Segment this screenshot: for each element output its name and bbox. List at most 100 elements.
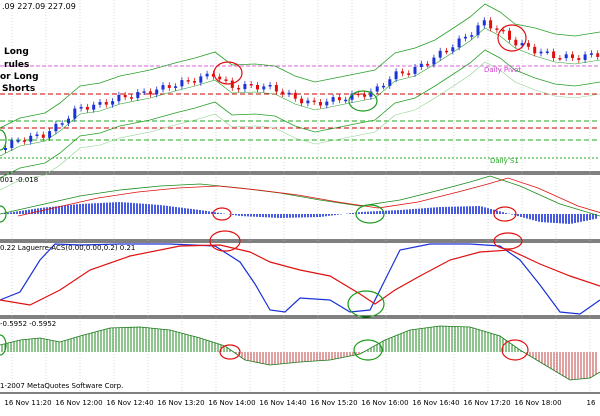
time-axis-label: 16 Nov 15:20 — [310, 399, 357, 407]
pivot-levels — [0, 65, 600, 159]
candle-body — [400, 71, 404, 74]
candle-body — [369, 91, 373, 97]
macd-signal-line — [0, 175, 600, 217]
candle-body — [495, 28, 499, 30]
candle-body — [48, 131, 52, 138]
candle-body — [136, 92, 140, 99]
candle-body — [571, 54, 574, 59]
candle-body — [218, 76, 222, 80]
candle-body — [564, 54, 568, 59]
time-axis-label: 16 Nov 14:00 — [208, 399, 255, 407]
candle-body — [514, 39, 518, 46]
candle-body — [413, 67, 417, 74]
outer-band — [0, 61, 600, 191]
candle-body — [394, 71, 398, 80]
candle-body — [130, 97, 133, 99]
indicator3-title: -0.5952 -0.5952 — [0, 320, 56, 328]
candle-body — [230, 80, 234, 88]
candle-body — [211, 73, 215, 77]
annotation-circle — [0, 334, 7, 356]
candle-body — [552, 51, 556, 59]
candle-body — [583, 54, 587, 60]
candle-body — [470, 35, 474, 37]
candle-body — [67, 118, 70, 124]
time-axis-label: 16 Nov 16:00 — [361, 399, 408, 407]
candle-body — [382, 85, 385, 88]
candle-body — [312, 100, 316, 103]
candle-body — [249, 84, 253, 86]
candle-body — [256, 85, 259, 90]
price-header: .09 227.09 227.09 — [2, 2, 76, 11]
candle-body — [526, 43, 530, 47]
candle-body — [237, 87, 241, 90]
candle-body — [35, 134, 39, 136]
annotation-circle — [212, 207, 232, 221]
candle-body — [293, 92, 297, 99]
note-line-1: Long — [4, 47, 29, 57]
candle-body — [4, 147, 7, 150]
upper-band — [0, 3, 600, 129]
candlesticks — [4, 17, 600, 153]
candle-body — [589, 53, 593, 55]
candle-body — [268, 85, 272, 87]
candle-body — [161, 85, 165, 90]
candle-body — [22, 140, 26, 142]
candle-body — [533, 46, 537, 54]
candle-body — [300, 98, 304, 104]
candle-body — [331, 97, 335, 102]
candle-body — [111, 101, 115, 105]
candle-body — [426, 63, 430, 66]
annotation-circle — [355, 204, 385, 224]
annotation-circle — [497, 24, 527, 52]
candle-body — [344, 99, 348, 102]
time-axis-label: 16 Nov 18:00 — [514, 399, 561, 407]
candle-body — [174, 86, 178, 88]
candle-body — [16, 140, 20, 142]
indicator-histogram-pane — [0, 325, 600, 381]
indicator-laguerre-pane — [0, 243, 600, 315]
candle-body — [193, 81, 196, 83]
time-axis-label: 16 Nov 12:40 — [106, 399, 153, 407]
candle-body — [142, 91, 146, 93]
annotation-circle — [493, 232, 523, 250]
candle-body — [577, 58, 581, 60]
candle-body — [325, 101, 329, 106]
candle-body — [148, 91, 152, 95]
candle-body — [337, 97, 341, 101]
candle-body — [508, 30, 511, 40]
candle-body — [199, 76, 203, 83]
annotation-circle — [213, 61, 243, 85]
candle-body — [520, 43, 524, 46]
candle-body — [451, 47, 455, 52]
candle-body — [10, 140, 14, 148]
middle-band — [0, 27, 600, 157]
candle-body — [54, 123, 58, 132]
candle-body — [98, 102, 102, 105]
annotation-circle — [209, 230, 241, 252]
candle-body — [41, 134, 45, 138]
candle-body — [262, 86, 266, 90]
annotation-circle — [353, 339, 383, 361]
candle-body — [375, 86, 379, 92]
candle-body — [388, 79, 392, 86]
candle-body — [85, 106, 89, 110]
candle-body — [432, 57, 436, 65]
laguerre-blue-line — [0, 243, 600, 315]
laguerre-red-line — [0, 244, 600, 306]
time-axis-label: 16 Nov 17:20 — [463, 399, 510, 407]
candle-body — [224, 79, 228, 81]
indicator1-title: 001 -0.018 — [0, 176, 38, 184]
annotation-circle — [348, 90, 378, 112]
candle-body — [350, 93, 354, 100]
time-axis-label: 16 — [587, 399, 596, 407]
candle-body — [205, 73, 209, 77]
candle-body — [539, 51, 543, 54]
annotation-circle — [347, 290, 385, 318]
candle-body — [501, 29, 505, 32]
time-axis-label: 16 Nov 11:20 — [4, 399, 51, 407]
candle-body — [92, 104, 96, 110]
candle-body — [445, 50, 448, 53]
candle-body — [104, 102, 108, 105]
candle-body — [123, 94, 127, 98]
